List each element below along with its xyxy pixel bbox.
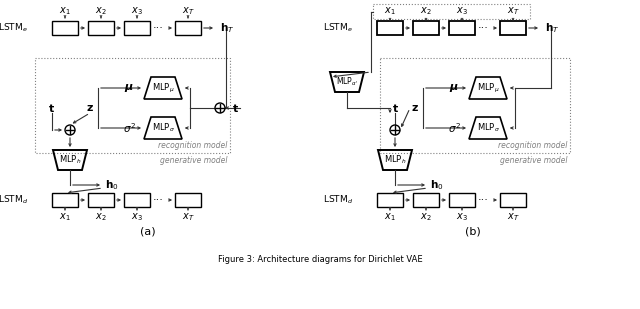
Text: (b): (b) — [465, 227, 481, 237]
Text: $\mathrm{MLP}_\sigma$: $\mathrm{MLP}_\sigma$ — [477, 122, 499, 134]
Text: $\sigma^2$: $\sigma^2$ — [447, 121, 460, 135]
Bar — [500, 193, 526, 207]
Bar — [35, 58, 230, 153]
Text: $\mathrm{MLP}_h$: $\mathrm{MLP}_h$ — [59, 154, 81, 166]
Text: $x_1$: $x_1$ — [59, 5, 71, 17]
Bar — [373, 4, 530, 19]
Bar — [449, 21, 475, 35]
Bar — [380, 58, 570, 153]
Text: $\mathrm{LSTM}_d$: $\mathrm{LSTM}_d$ — [323, 194, 353, 206]
Bar — [124, 21, 150, 35]
Bar — [175, 21, 201, 35]
Text: recognition model: recognition model — [498, 141, 567, 150]
Text: $x_T$: $x_T$ — [507, 211, 519, 223]
Bar — [449, 193, 475, 207]
Text: $\mathrm{MLP}_\mu$: $\mathrm{MLP}_\mu$ — [152, 82, 174, 95]
Text: $\mathbf{h}_0$: $\mathbf{h}_0$ — [105, 178, 118, 192]
Text: generative model: generative model — [499, 156, 567, 165]
Text: $\mathrm{LSTM}_d$: $\mathrm{LSTM}_d$ — [0, 194, 28, 206]
Text: $\mathrm{MLP}_{\alpha'}$: $\mathrm{MLP}_{\alpha'}$ — [336, 76, 358, 88]
Text: recognition model: recognition model — [157, 141, 227, 150]
Bar — [88, 21, 114, 35]
Text: $x_1$: $x_1$ — [384, 6, 396, 17]
Bar — [88, 193, 114, 207]
Text: $\mathbf{t}$: $\mathbf{t}$ — [392, 102, 399, 114]
Bar — [413, 21, 439, 35]
Text: $\mathrm{MLP}_\mu$: $\mathrm{MLP}_\mu$ — [477, 82, 499, 95]
Bar — [52, 21, 78, 35]
Text: $\mathbf{t}$: $\mathbf{t}$ — [49, 102, 56, 114]
Bar — [175, 193, 201, 207]
Text: $\mathbf{t}$: $\mathbf{t}$ — [232, 102, 239, 114]
Text: $\mathrm{MLP}_h$: $\mathrm{MLP}_h$ — [384, 154, 406, 166]
Text: ···: ··· — [152, 195, 163, 205]
Text: $x_2$: $x_2$ — [95, 211, 107, 223]
Text: $x_2$: $x_2$ — [420, 211, 432, 223]
Bar — [124, 193, 150, 207]
Text: $\mathbf{h}_0$: $\mathbf{h}_0$ — [430, 178, 444, 192]
Text: ···: ··· — [477, 195, 488, 205]
Text: $x_2$: $x_2$ — [95, 5, 107, 17]
Text: $\boldsymbol{\mu}$: $\boldsymbol{\mu}$ — [124, 82, 134, 94]
Bar — [377, 21, 403, 35]
Text: $\mathrm{LSTM}_e$: $\mathrm{LSTM}_e$ — [323, 22, 353, 34]
Text: $\mathbf{h}_T$: $\mathbf{h}_T$ — [220, 21, 234, 35]
Text: Figure 3: Architecture diagrams for Dirichlet VAE: Figure 3: Architecture diagrams for Diri… — [218, 256, 422, 265]
Text: $x_3$: $x_3$ — [131, 5, 143, 17]
Text: $\sigma^2$: $\sigma^2$ — [122, 121, 136, 135]
Text: $x_3$: $x_3$ — [456, 6, 468, 17]
Bar — [413, 193, 439, 207]
Text: $x_3$: $x_3$ — [131, 211, 143, 223]
Text: $x_T$: $x_T$ — [182, 211, 195, 223]
Text: $x_3$: $x_3$ — [456, 211, 468, 223]
Text: $\mathrm{LSTM}_e$: $\mathrm{LSTM}_e$ — [0, 22, 28, 34]
Text: (a): (a) — [140, 227, 156, 237]
Text: $x_2$: $x_2$ — [420, 6, 432, 17]
Text: $\mathbf{z}$: $\mathbf{z}$ — [411, 103, 419, 113]
Text: $x_1$: $x_1$ — [384, 211, 396, 223]
Bar — [52, 193, 78, 207]
Text: $\mathrm{MLP}_\sigma$: $\mathrm{MLP}_\sigma$ — [152, 122, 175, 134]
Text: $\mathbf{z}$: $\mathbf{z}$ — [86, 103, 94, 113]
Bar — [377, 193, 403, 207]
Bar — [500, 21, 526, 35]
Text: $x_1$: $x_1$ — [59, 211, 71, 223]
Text: $x_T$: $x_T$ — [507, 6, 519, 17]
Text: generative model: generative model — [159, 156, 227, 165]
Text: ···: ··· — [152, 23, 163, 33]
Text: $\mathbf{h}_T$: $\mathbf{h}_T$ — [545, 21, 559, 35]
Text: $\boldsymbol{\mu}$: $\boldsymbol{\mu}$ — [449, 82, 459, 94]
Text: $x_T$: $x_T$ — [182, 5, 195, 17]
Text: ···: ··· — [477, 23, 488, 33]
